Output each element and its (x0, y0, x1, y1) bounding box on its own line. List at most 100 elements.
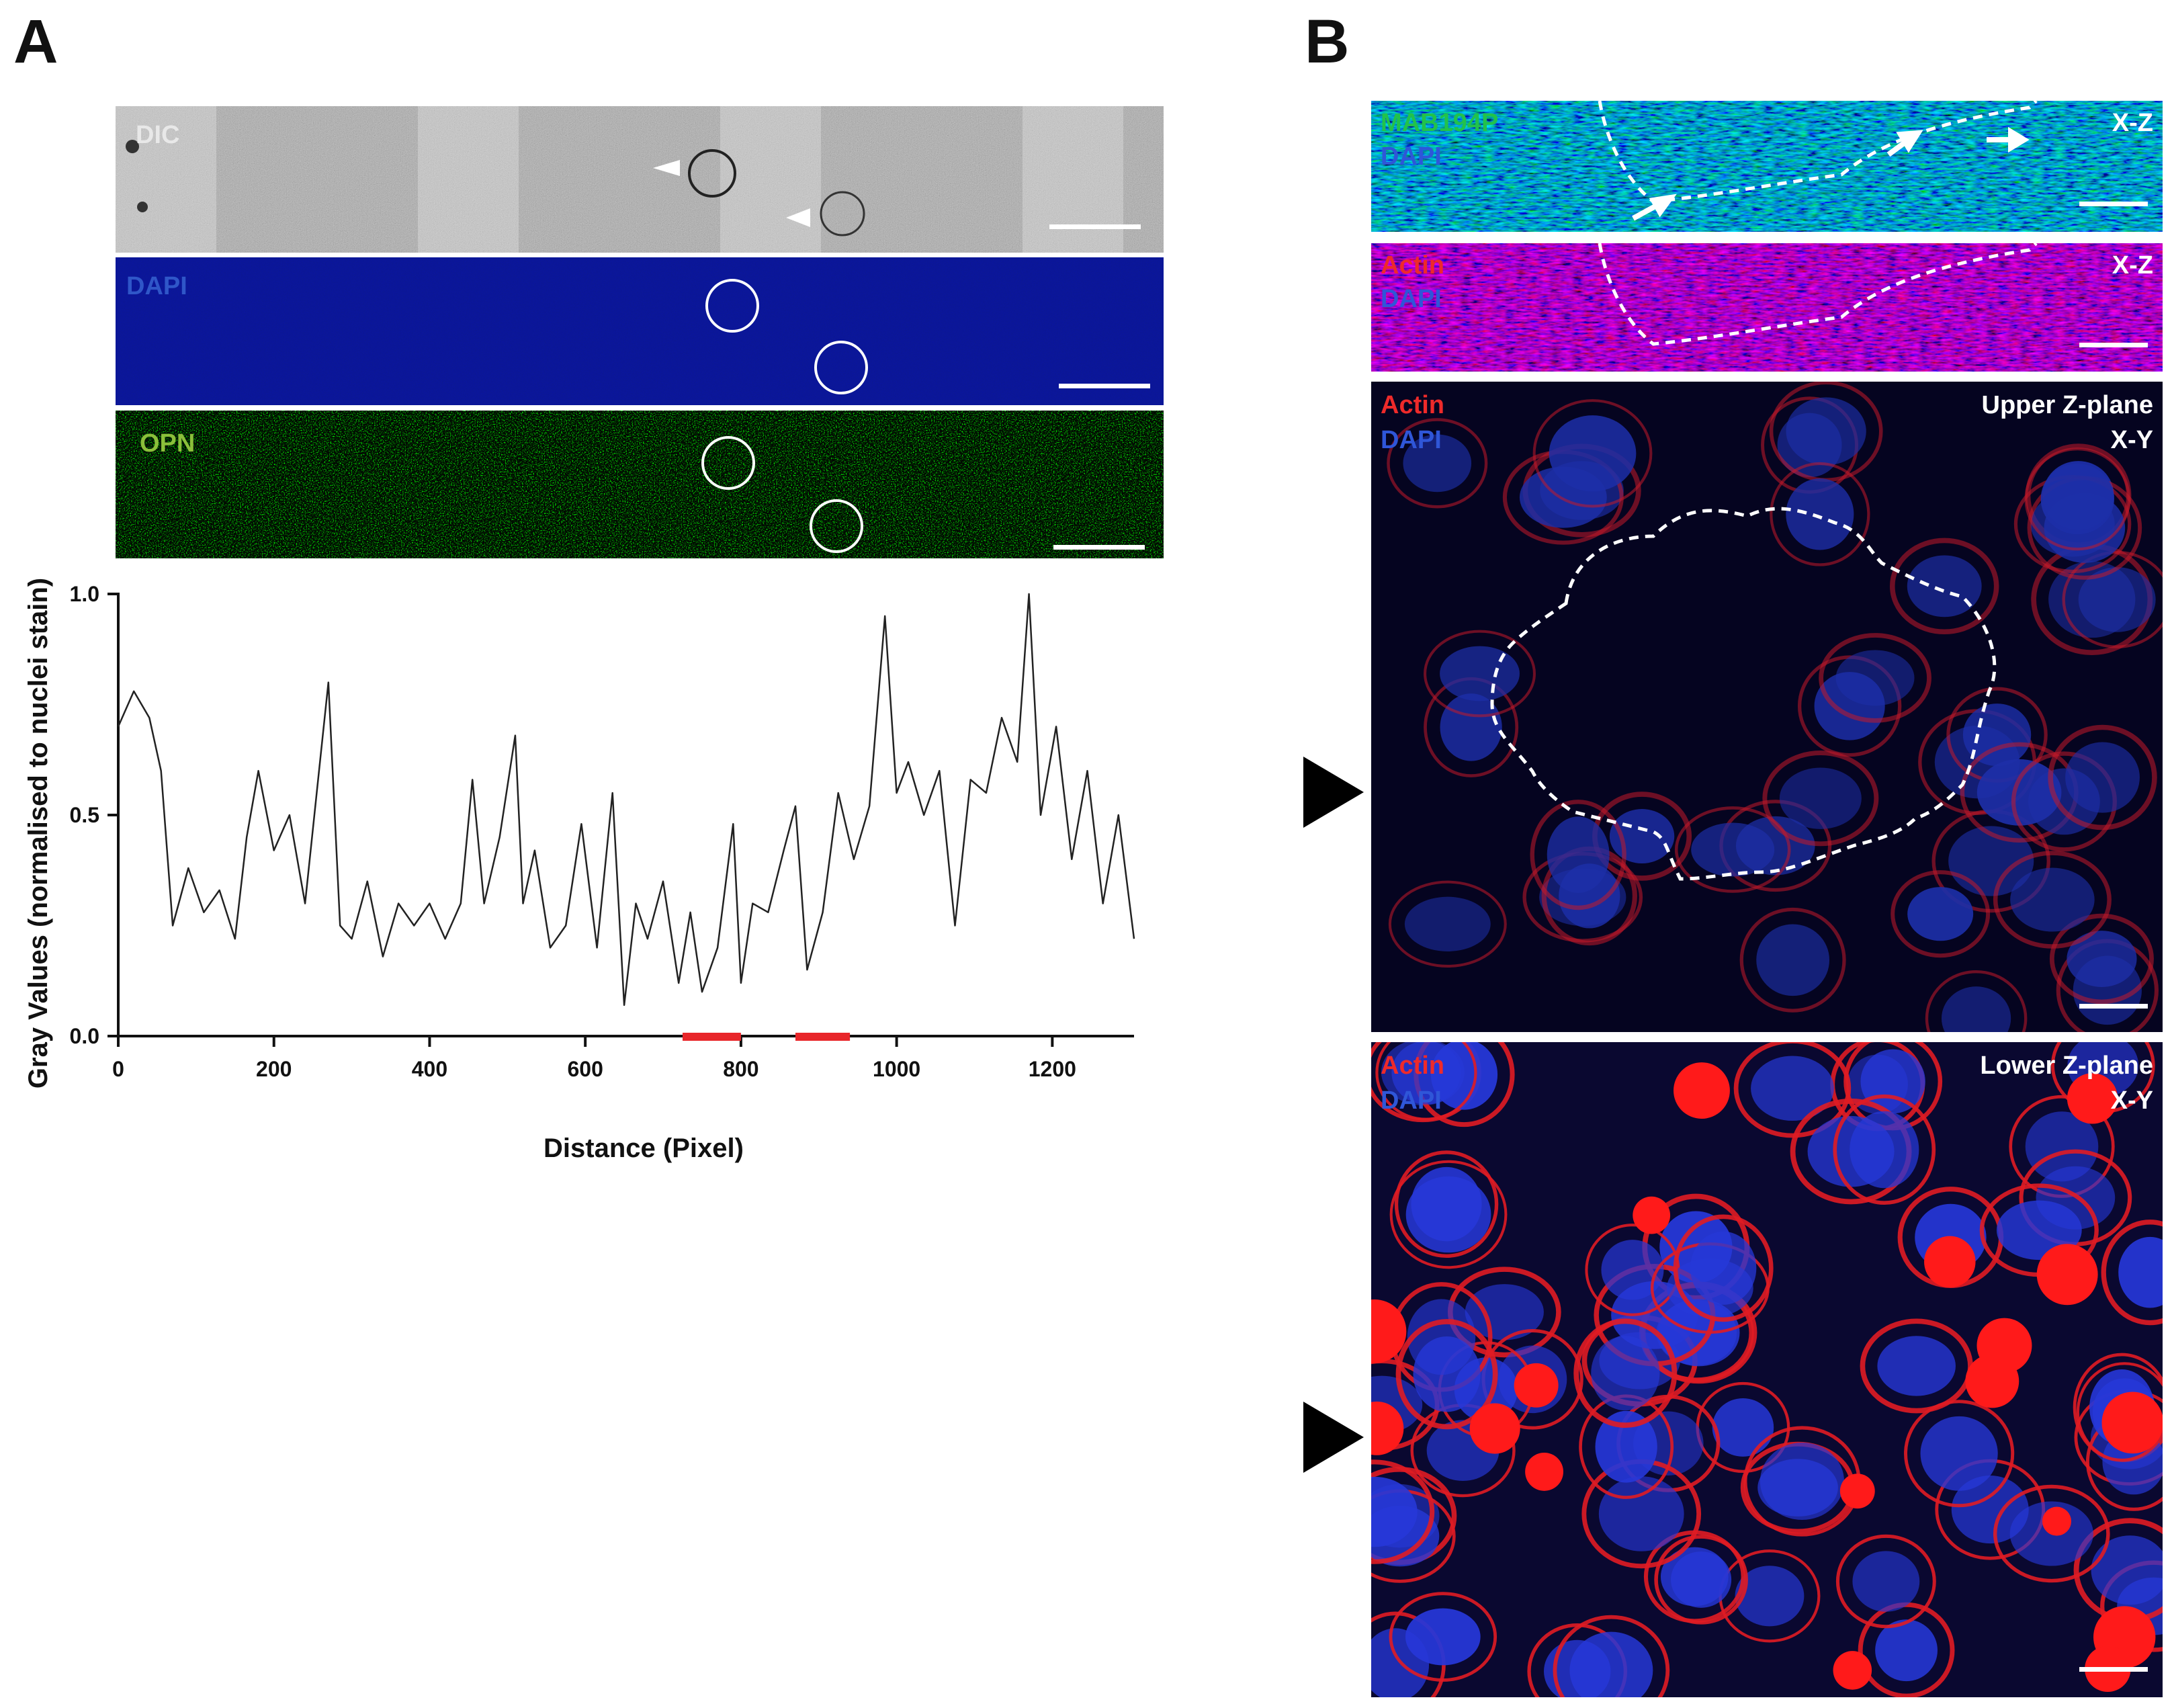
cell-nucleus (1835, 650, 1915, 706)
x-tick-label: 1000 (873, 1057, 920, 1081)
cell-membrane (1762, 751, 1879, 847)
actin-blob (1371, 1299, 1407, 1363)
cell-membrane (1532, 399, 1653, 508)
z-plane-pointer-icon (1303, 757, 1364, 828)
actin-blob (1674, 1062, 1730, 1119)
cell-nucleus (1875, 1619, 1938, 1682)
cell-membrane (1573, 1318, 1678, 1428)
scale-bar (2079, 1667, 2148, 1672)
cell-nucleus (1391, 1042, 1461, 1105)
cell-nucleus (1786, 397, 1866, 466)
cell-membrane (1835, 1534, 1936, 1629)
cell-nucleus (1598, 1476, 1684, 1551)
opn-strip: OPN (116, 411, 1164, 558)
cell-membrane (1371, 1459, 1435, 1564)
scale-bar (2079, 1004, 2148, 1009)
x-tick-label: 1200 (1029, 1057, 1076, 1081)
cell-membrane (1904, 1400, 2015, 1508)
arrow-icon (1987, 126, 2030, 153)
panel-letter-b: B (1305, 7, 1350, 76)
cell-membrane (1833, 1094, 1936, 1205)
cell-nucleus (2010, 867, 2095, 932)
cell-nucleus (1405, 1608, 1481, 1666)
actin-blob (1924, 1236, 1976, 1288)
actin-blob (2036, 1244, 2098, 1306)
cell-membrane (1733, 1042, 1852, 1138)
cell-nucleus (1948, 826, 2034, 896)
cell-membrane (2101, 1220, 2163, 1326)
lower-z-plane-panel: Actin DAPI Lower Z-plane X-Y (1371, 1042, 2163, 1697)
cell-nucleus (1371, 1476, 1418, 1547)
actin-blob (1514, 1363, 1559, 1408)
cell-nucleus (1951, 1476, 2029, 1544)
cell-membrane (1891, 870, 1991, 958)
label-dapi: DAPI (1381, 142, 1442, 171)
cell-nucleus (1595, 1410, 1657, 1483)
scale-bar (2079, 202, 2148, 206)
actin-blob (1371, 1401, 1404, 1455)
strip-label-dic: DIC (136, 121, 180, 149)
actin-blob (1633, 1196, 1671, 1234)
x-tick-label: 600 (567, 1057, 603, 1081)
x-tick-label: 200 (256, 1057, 292, 1081)
view-label-xy: X-Y (2110, 426, 2153, 454)
cell-nucleus (1549, 415, 1637, 492)
view-label-xz: X-Z (2112, 109, 2153, 137)
y-axis-label: Gray Values (normalised to nuclei stain) (24, 578, 53, 1088)
cell-membrane (1819, 633, 1931, 723)
cell-nucleus (1712, 1398, 1774, 1457)
cell-membrane (1925, 970, 2028, 1032)
xz-mab194p-panel: MAB194P DAPI X-Z (1371, 101, 2163, 232)
scale-bar (2079, 343, 2148, 347)
cell-nucleus (1920, 1416, 1998, 1491)
cell-nucleus (2065, 742, 2140, 813)
arrow-icon (1632, 194, 1677, 221)
cell-membrane (2073, 1353, 2163, 1462)
cell-membrane (1394, 1150, 1499, 1258)
dic-strip: DIC (116, 106, 1164, 253)
cell-nucleus (2078, 567, 2156, 632)
label-dapi: DAPI (1381, 426, 1442, 454)
cell-nucleus (1852, 1551, 1920, 1612)
cell-nucleus (1786, 478, 1854, 550)
label-actin: Actin (1381, 1052, 1444, 1080)
y-tick-label: 0.0 (70, 1024, 99, 1048)
view-label-upper-z-plane: Upper Z-plane (1981, 391, 2153, 419)
cell-nucleus (2025, 1111, 2099, 1182)
cell-nucleus (1591, 1336, 1660, 1411)
arrowhead-icon (653, 160, 680, 176)
cell-membrane (2024, 447, 2131, 551)
cell-nucleus (1403, 434, 1472, 493)
scale-bar (1053, 545, 1145, 550)
dapi-strip: DAPI (116, 257, 1164, 405)
cell-membrane (1673, 1214, 1774, 1322)
actin-blob (1839, 1474, 1875, 1509)
cell-nucleus (1850, 1111, 1919, 1189)
cell-nucleus (2118, 1236, 2163, 1308)
cell-nucleus (1690, 1231, 1757, 1305)
cell-nucleus (1735, 1566, 1805, 1627)
arrowhead-icon (786, 208, 810, 227)
cell-nucleus (1465, 1284, 1544, 1340)
actin-blob (1525, 1453, 1563, 1491)
label-actin: Actin (1381, 251, 1444, 280)
cell-membrane (1890, 538, 1999, 635)
cell-membrane (1375, 1042, 1477, 1121)
label-mab194p: MAB194P (1381, 109, 1499, 137)
cell-nucleus (2067, 931, 2137, 987)
x-tick-label: 0 (112, 1057, 124, 1081)
panel-letter-a: A (13, 7, 58, 76)
cell-nucleus (1547, 816, 1610, 894)
cell-membrane (2049, 913, 2154, 1005)
scale-bar (1059, 384, 1150, 388)
cell-nucleus (1691, 822, 1775, 877)
y-tick-label: 0.5 (70, 803, 99, 827)
view-label-xy: X-Y (2110, 1086, 2153, 1115)
cell-membrane (1553, 1615, 1670, 1697)
cell-membrane (1993, 851, 2112, 949)
scale-bar (1049, 224, 1141, 229)
cell-nucleus (2040, 464, 2114, 535)
y-tick-label: 1.0 (70, 582, 99, 606)
x-axis-label: Distance (Pixel) (544, 1134, 744, 1163)
cell-membrane (1389, 1592, 1497, 1682)
